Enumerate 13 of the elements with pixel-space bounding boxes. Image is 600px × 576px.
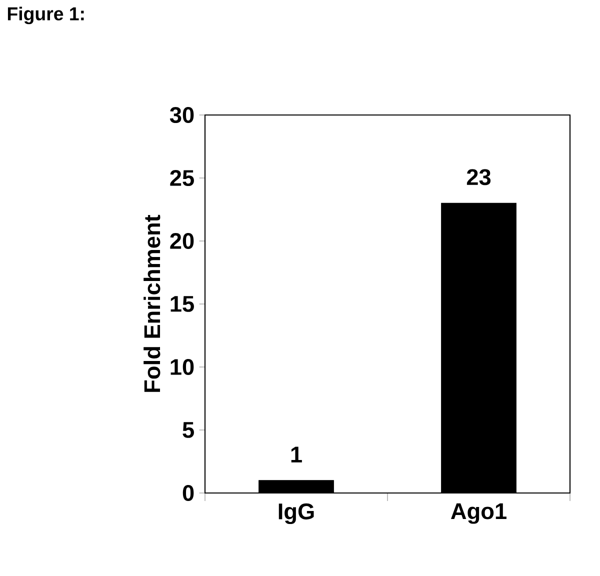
- text: Figure 1:: [8, 6, 84, 24]
- y-tick-label: 5: [182, 422, 194, 438]
- y-tick-label: 15: [170, 296, 194, 312]
- data-label: 23: [466, 169, 491, 186]
- y-tick-label: 30: [170, 106, 194, 124]
- y-tick-label: 10: [170, 358, 194, 376]
- y-tick-label: 20: [170, 232, 194, 250]
- y-tick-label: 25: [170, 170, 194, 186]
- x-tick-label: IgG: [278, 503, 314, 524]
- y-tick-label: 0: [182, 484, 194, 502]
- data-label: 1: [291, 446, 302, 462]
- y-axis-title: Fold Enrichment: [144, 214, 160, 392]
- x-tick-label: Ago1: [450, 503, 506, 524]
